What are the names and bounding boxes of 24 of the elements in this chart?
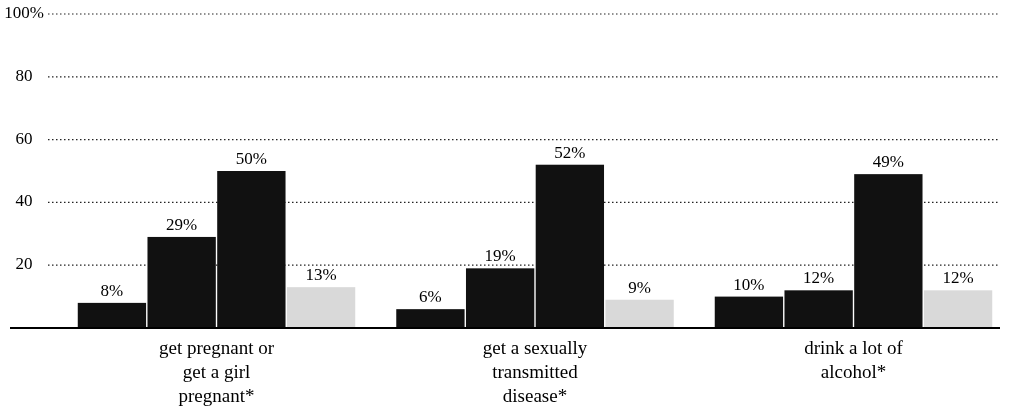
y-tick-label: 80 (15, 65, 33, 85)
bar (535, 164, 605, 328)
x-tick-label: drink a lot of alcohol* (804, 337, 904, 382)
data-label: 8% (100, 280, 124, 300)
y-tick-label: 60 (15, 128, 33, 148)
data-label: 10% (733, 274, 765, 294)
y-tick-label: 40 (15, 191, 33, 211)
y-tick-label: 20 (15, 254, 33, 274)
data-label: 12% (803, 268, 835, 288)
x-tick-label: get a sexually transmitted disease* (482, 337, 588, 406)
data-label: 6% (419, 287, 442, 307)
data-label: 49% (872, 152, 904, 172)
data-label: 19% (484, 246, 516, 266)
data-label: 12% (942, 268, 974, 288)
x-tick-label: get pregnant or get a girl pregnant* (159, 337, 275, 406)
data-label: 52% (554, 142, 586, 162)
data-label: 50% (235, 149, 267, 168)
data-label: 9% (628, 277, 651, 297)
y-tick-label: 100% (4, 2, 44, 22)
data-label: 29% (166, 214, 198, 234)
bar (605, 299, 674, 328)
data-label: 13% (305, 265, 337, 285)
bar (286, 287, 356, 328)
bar (923, 290, 993, 328)
